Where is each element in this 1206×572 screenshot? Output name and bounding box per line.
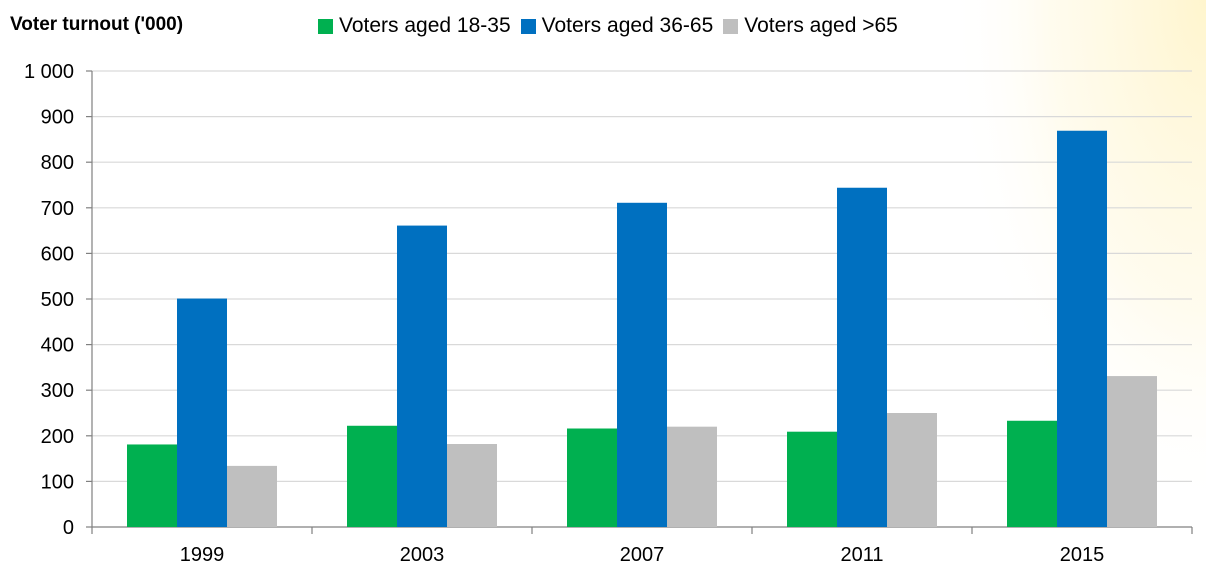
y-tick-label-2: 200 xyxy=(41,426,74,448)
y-tick-label-5: 500 xyxy=(41,289,74,311)
bar-2-3 xyxy=(887,413,937,527)
y-tick-label-1: 100 xyxy=(41,471,74,493)
legend-label-0: Voters aged 18-35 xyxy=(339,14,511,37)
bar-0-0 xyxy=(127,444,177,527)
y-tick-label-6: 600 xyxy=(41,243,74,265)
bar-0-4 xyxy=(1007,420,1057,527)
legend-item-0: Voters aged 18-35 xyxy=(318,14,511,38)
bar-2-2 xyxy=(667,426,717,527)
bar-1-3 xyxy=(837,187,887,527)
legend-swatch-2 xyxy=(723,18,739,34)
bar-2-1 xyxy=(447,444,497,527)
legend-item-2: Voters aged >65 xyxy=(723,14,898,38)
bar-2-4 xyxy=(1107,376,1157,527)
bar-2-0 xyxy=(227,465,277,527)
x-tick-label-0: 1999 xyxy=(180,544,225,566)
y-tick-label-3: 300 xyxy=(41,380,74,402)
bar-1-2 xyxy=(617,202,667,527)
y-tick-label-8: 800 xyxy=(41,152,74,174)
legend-label-2: Voters aged >65 xyxy=(744,14,898,37)
legend: Voters aged 18-35 Voters aged 36-65 Vote… xyxy=(318,14,908,38)
bar-1-1 xyxy=(397,225,447,528)
legend-swatch-1 xyxy=(520,18,536,34)
y-tick-label-9: 900 xyxy=(41,107,74,129)
bar-0-3 xyxy=(787,431,837,527)
y-tick-label-4: 400 xyxy=(41,335,74,357)
bar-0-1 xyxy=(347,425,397,527)
y-tick-label-7: 700 xyxy=(41,198,74,220)
bar-1-4 xyxy=(1057,130,1107,527)
legend-item-1: Voters aged 36-65 xyxy=(520,14,714,38)
x-tick-label-3: 2011 xyxy=(840,544,883,566)
bar-0-2 xyxy=(567,428,617,527)
y-tick-label-10: 1 000 xyxy=(24,61,74,83)
x-tick-label-1: 2003 xyxy=(400,544,445,566)
x-tick-label-2: 2007 xyxy=(620,544,665,566)
x-tick-label-4: 2015 xyxy=(1060,544,1105,566)
y-axis-label: Voter turnout ('000) xyxy=(10,14,184,35)
bar-1-0 xyxy=(177,298,227,527)
legend-swatch-0 xyxy=(318,18,333,34)
legend-label-1: Voters aged 36-65 xyxy=(541,14,714,37)
y-tick-label-0: 0 xyxy=(63,517,74,539)
